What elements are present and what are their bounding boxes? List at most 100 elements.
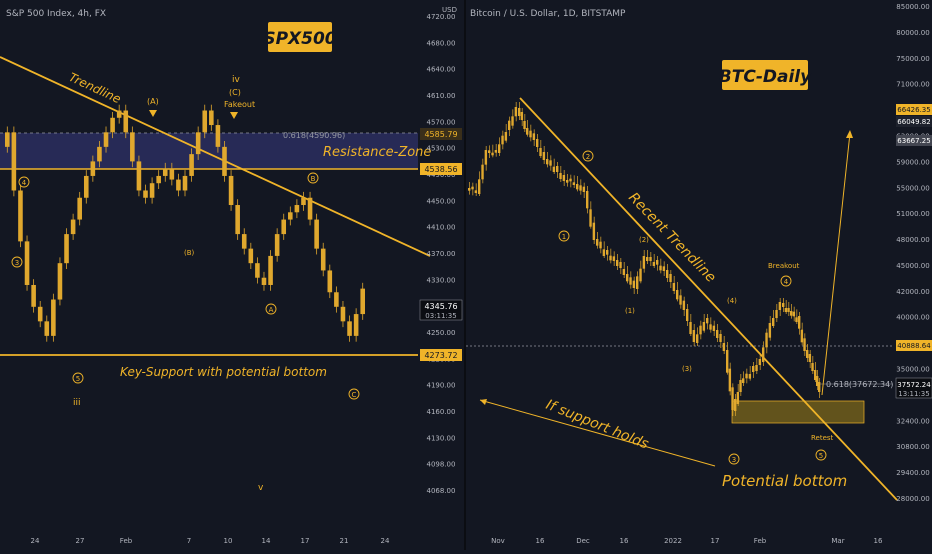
btc-candle-body <box>562 175 566 181</box>
btc-box-2-text: 66049.82 <box>897 118 930 126</box>
btc-candle-body <box>662 266 666 271</box>
spx-candle-body <box>83 175 89 198</box>
btc-support-zone <box>732 401 864 423</box>
btc-candle-body <box>504 132 508 141</box>
spx-candle-body <box>314 219 319 249</box>
btc-candle-body <box>622 269 626 275</box>
spx-price-tick: 4640.00 <box>427 66 456 74</box>
spx-price-tick: 4160.00 <box>427 408 456 416</box>
btc-candle-body <box>508 120 511 130</box>
btc-candle-body <box>542 152 546 160</box>
spx-price-tick: 4680.00 <box>427 39 456 47</box>
btc-price-tick: 30800.00 <box>896 443 929 451</box>
btc-circle-1: 1 <box>558 230 570 242</box>
spx-time-tick: 14 <box>262 537 271 545</box>
spx-candle-body <box>215 125 221 147</box>
spx-candles <box>5 104 365 342</box>
spx-candle-body <box>70 219 76 235</box>
spx-resistance-label: Resistance-Zone <box>323 145 431 160</box>
spx-wave-B: (B) <box>184 249 195 257</box>
btc-candle-body <box>468 188 471 191</box>
btc-candle-body <box>686 309 689 321</box>
btc-time-tick: 16 <box>874 537 883 545</box>
btc-target-arrowhead <box>846 130 853 138</box>
spx-candle-body <box>5 132 10 147</box>
spx-wave-iii: iii <box>73 398 81 408</box>
spx-candle-body <box>235 205 240 235</box>
btc-last-time: 13:11:35 <box>898 390 929 398</box>
btc-candle-body <box>734 399 737 411</box>
btc-time-tick: 17 <box>711 537 720 545</box>
btc-candle-body <box>474 190 478 193</box>
btc-price-tick: 40000.00 <box>896 314 929 322</box>
spx-candle-body <box>110 117 115 133</box>
btc-price-tick: 80000.00 <box>896 29 929 37</box>
btc-price-tick: 51000.00 <box>896 210 929 218</box>
btc-support-projection <box>479 399 716 467</box>
btc-candle-body <box>599 241 602 249</box>
spx-candle-body <box>44 321 50 336</box>
svg-text:2: 2 <box>586 153 590 161</box>
spx-time-tick: Feb <box>120 537 133 545</box>
btc-candle-body <box>576 184 579 190</box>
btc-candle-body <box>782 303 785 307</box>
btc-candle-body <box>818 382 821 392</box>
spx-title: S&P 500 Index, 4h, FX <box>6 9 106 19</box>
btc-candle-body <box>501 135 504 145</box>
svg-text:5: 5 <box>76 375 80 383</box>
spx-wave-iv: iv <box>232 75 241 85</box>
btc-candle-body <box>706 318 709 324</box>
spx-candle-body <box>301 197 306 206</box>
btc-candle-body <box>626 274 629 282</box>
spx-candle-body <box>143 190 148 198</box>
btc-target-arrow-line <box>821 132 851 396</box>
spx-candle-body <box>327 270 333 293</box>
btc-candle-body <box>552 166 556 172</box>
spx-candle-body <box>116 110 122 118</box>
svg-text:B: B <box>311 175 316 183</box>
spx-circle-A: A <box>265 303 277 315</box>
btc-candle-body <box>778 302 782 310</box>
spx-box-resistance-top-text: 4585.79 <box>424 130 457 139</box>
btc-candle-body <box>639 268 642 282</box>
btc-candle-body <box>498 144 501 153</box>
btc-candle-body <box>642 256 646 269</box>
spx-candle-body <box>162 168 168 176</box>
btc-candle-body <box>731 387 734 410</box>
btc-candle-body <box>606 250 609 255</box>
spx-candle-body <box>209 110 214 126</box>
btc-wave-p1: (1) <box>625 307 635 315</box>
btc-candle-body <box>619 262 622 268</box>
btc-candle-body <box>739 380 742 392</box>
btc-candle-body <box>798 316 801 329</box>
btc-price-tick: 29400.00 <box>896 469 929 477</box>
spx-time-tick: 17 <box>301 537 310 545</box>
btc-candle-body <box>532 133 536 140</box>
btc-price-tick: 35000.00 <box>896 366 929 374</box>
btc-title: Bitcoin / U.S. Dollar, 1D, BITSTAMP <box>470 9 626 19</box>
spx-box-resistance-bottom-text: 4538.56 <box>424 165 457 174</box>
btc-time-tick: 2022 <box>664 537 682 545</box>
btc-candle-body <box>702 322 706 331</box>
btc-time-tick: Feb <box>754 537 767 545</box>
spx-candle-body <box>37 306 43 322</box>
btc-candle-body <box>758 359 762 365</box>
spx-wave-v: v <box>258 483 264 493</box>
btc-candle-body <box>792 311 796 317</box>
spx-candle-body <box>189 154 194 176</box>
btc-candle-body <box>726 350 729 373</box>
spx-candle-body <box>248 248 254 264</box>
spx-candle-body <box>156 175 161 184</box>
btc-candle-body <box>689 322 692 334</box>
spx-price-tick: 4330.00 <box>427 276 456 284</box>
svg-text:1: 1 <box>562 233 566 241</box>
spx-price-tick: 4250.00 <box>427 329 456 337</box>
btc-box-3-text: 63667.25 <box>897 137 930 145</box>
btc-price-tick: 32400.00 <box>896 417 929 425</box>
spx-arrow-C <box>230 112 238 119</box>
spx-price-tick: 4530.00 <box>427 145 456 153</box>
btc-candle-body <box>742 378 745 383</box>
spx-candle-body <box>182 175 188 191</box>
spx-price-tick: 4130.00 <box>427 434 456 442</box>
